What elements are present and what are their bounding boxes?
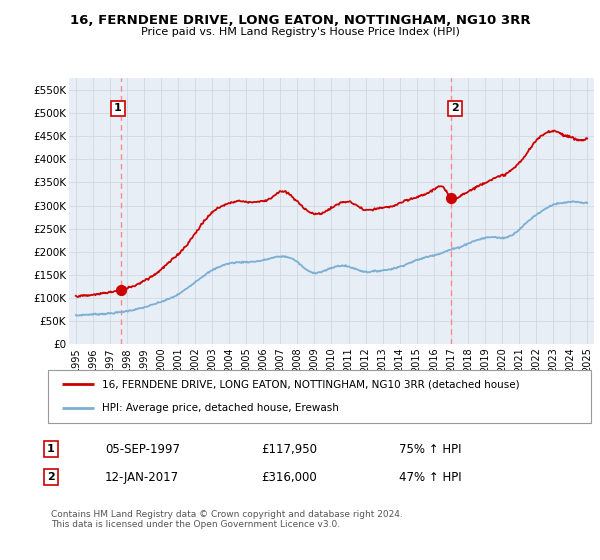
- Text: 2: 2: [451, 104, 459, 114]
- Text: Price paid vs. HM Land Registry's House Price Index (HPI): Price paid vs. HM Land Registry's House …: [140, 27, 460, 37]
- FancyBboxPatch shape: [48, 370, 591, 423]
- Text: 1: 1: [47, 444, 55, 454]
- Point: [116, 286, 126, 295]
- Text: 12-JAN-2017: 12-JAN-2017: [105, 470, 179, 484]
- Text: £117,950: £117,950: [261, 442, 317, 456]
- Text: 16, FERNDENE DRIVE, LONG EATON, NOTTINGHAM, NG10 3RR (detached house): 16, FERNDENE DRIVE, LONG EATON, NOTTINGH…: [103, 380, 520, 390]
- Text: 47% ↑ HPI: 47% ↑ HPI: [399, 470, 461, 484]
- Text: HPI: Average price, detached house, Erewash: HPI: Average price, detached house, Erew…: [103, 403, 339, 413]
- Text: 75% ↑ HPI: 75% ↑ HPI: [399, 442, 461, 456]
- Point: [446, 194, 456, 203]
- Text: £316,000: £316,000: [261, 470, 317, 484]
- Text: Contains HM Land Registry data © Crown copyright and database right 2024.
This d: Contains HM Land Registry data © Crown c…: [51, 510, 403, 529]
- Text: 1: 1: [114, 104, 122, 114]
- Text: 05-SEP-1997: 05-SEP-1997: [105, 442, 180, 456]
- Text: 2: 2: [47, 472, 55, 482]
- Text: 16, FERNDENE DRIVE, LONG EATON, NOTTINGHAM, NG10 3RR: 16, FERNDENE DRIVE, LONG EATON, NOTTINGH…: [70, 14, 530, 27]
